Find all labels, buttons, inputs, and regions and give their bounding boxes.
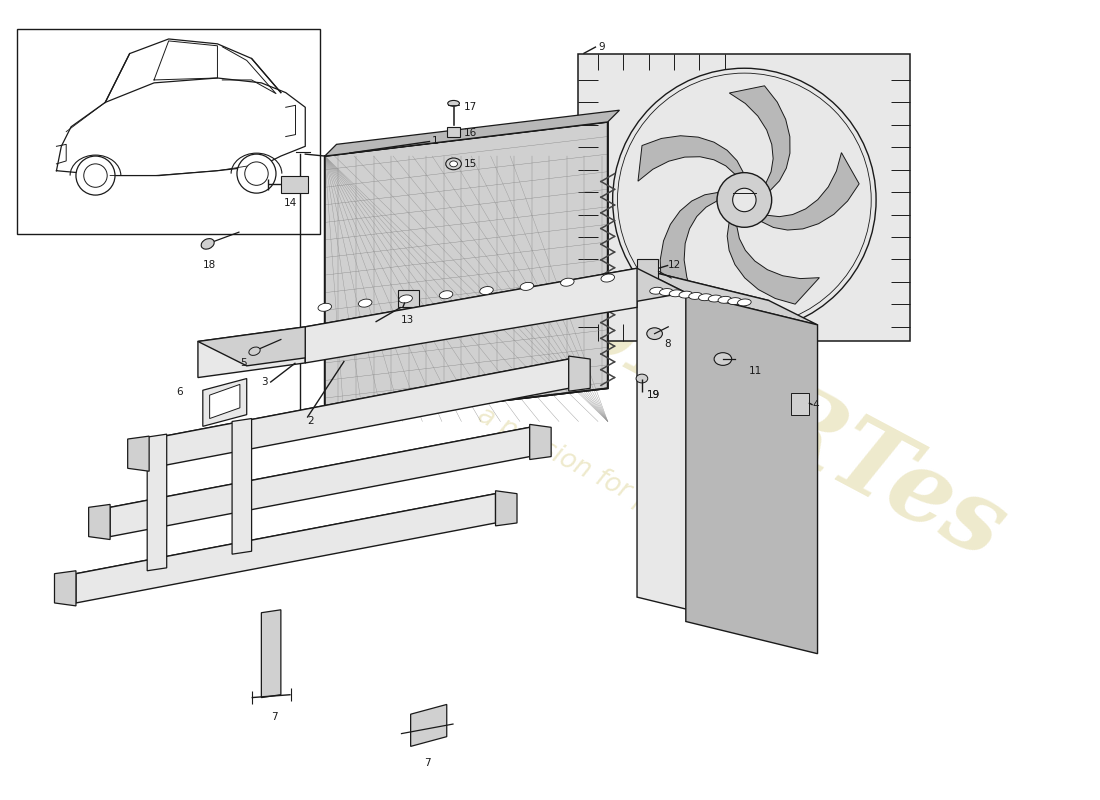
Circle shape [613, 68, 876, 332]
Circle shape [76, 156, 116, 195]
Ellipse shape [698, 294, 712, 301]
Text: 19: 19 [647, 390, 660, 400]
Polygon shape [579, 54, 910, 342]
Polygon shape [637, 268, 769, 630]
Polygon shape [262, 610, 280, 698]
Text: 7: 7 [424, 758, 430, 768]
Ellipse shape [660, 289, 673, 295]
Ellipse shape [448, 101, 460, 106]
Text: 19: 19 [647, 390, 660, 400]
Ellipse shape [650, 287, 663, 294]
Polygon shape [685, 293, 817, 654]
Text: a passion for porsche 1985: a passion for porsche 1985 [473, 402, 802, 594]
Ellipse shape [446, 158, 461, 170]
Polygon shape [76, 494, 515, 590]
Polygon shape [638, 136, 744, 182]
Ellipse shape [359, 299, 372, 307]
Text: 17: 17 [463, 102, 476, 112]
Text: 5: 5 [240, 358, 246, 368]
Polygon shape [202, 378, 246, 426]
Text: 8: 8 [664, 339, 671, 350]
Polygon shape [569, 356, 591, 391]
Ellipse shape [520, 282, 534, 290]
Bar [18, 30, 320, 234]
Text: 3: 3 [262, 378, 268, 387]
Polygon shape [637, 268, 817, 325]
Ellipse shape [647, 328, 662, 339]
Polygon shape [110, 427, 549, 524]
Polygon shape [128, 436, 150, 471]
FancyBboxPatch shape [447, 126, 461, 137]
Text: 16: 16 [463, 128, 476, 138]
Text: 12: 12 [668, 260, 682, 270]
Circle shape [717, 173, 772, 227]
Ellipse shape [737, 299, 751, 306]
Polygon shape [198, 327, 306, 378]
Ellipse shape [669, 290, 683, 297]
Text: 2: 2 [307, 417, 314, 426]
Polygon shape [232, 418, 252, 554]
Ellipse shape [728, 298, 741, 305]
Bar [637, 258, 659, 278]
Polygon shape [324, 110, 619, 156]
Bar [280, 175, 308, 193]
Polygon shape [198, 327, 354, 366]
Text: euroPARTes: euroPARTes [389, 182, 1022, 579]
Ellipse shape [714, 353, 732, 366]
Text: 13: 13 [400, 315, 414, 325]
Polygon shape [660, 193, 718, 295]
Text: 1: 1 [432, 137, 439, 146]
Polygon shape [410, 705, 447, 746]
Polygon shape [110, 427, 530, 537]
Circle shape [733, 188, 756, 212]
Ellipse shape [718, 296, 732, 303]
Ellipse shape [399, 295, 412, 303]
Circle shape [236, 154, 276, 193]
Ellipse shape [708, 295, 722, 302]
Text: 18: 18 [204, 260, 217, 270]
Ellipse shape [561, 278, 574, 286]
Polygon shape [530, 424, 551, 459]
Ellipse shape [601, 274, 615, 282]
Text: 11: 11 [749, 366, 762, 376]
Polygon shape [729, 86, 790, 190]
Ellipse shape [679, 291, 693, 298]
Polygon shape [150, 359, 588, 456]
Text: 15: 15 [463, 159, 476, 169]
Ellipse shape [318, 303, 331, 311]
Text: 14: 14 [284, 198, 297, 208]
Polygon shape [55, 570, 76, 606]
Ellipse shape [480, 286, 493, 294]
Polygon shape [727, 222, 820, 304]
Text: 9: 9 [598, 42, 605, 52]
Polygon shape [306, 268, 637, 363]
Polygon shape [210, 384, 240, 418]
Text: 6: 6 [177, 387, 184, 397]
Ellipse shape [439, 290, 453, 298]
Ellipse shape [450, 161, 458, 166]
Polygon shape [76, 494, 495, 603]
Bar [398, 290, 419, 307]
Ellipse shape [636, 374, 648, 383]
Polygon shape [306, 268, 685, 351]
Circle shape [84, 164, 107, 187]
Polygon shape [324, 122, 608, 422]
Text: 7: 7 [271, 712, 277, 722]
Bar [791, 393, 808, 414]
Ellipse shape [689, 293, 703, 299]
Ellipse shape [201, 238, 214, 249]
Polygon shape [150, 359, 569, 468]
Ellipse shape [249, 347, 261, 355]
Text: 4: 4 [813, 400, 820, 410]
Polygon shape [89, 505, 110, 539]
Polygon shape [761, 153, 859, 230]
Circle shape [245, 162, 268, 186]
Polygon shape [147, 434, 167, 570]
Polygon shape [324, 122, 608, 422]
Polygon shape [495, 490, 517, 526]
